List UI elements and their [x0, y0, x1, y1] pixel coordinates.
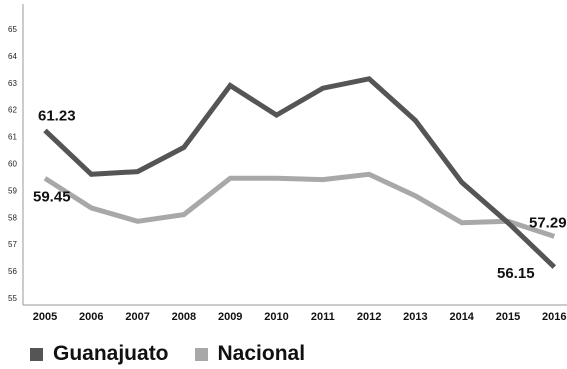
series-lines [43, 76, 557, 269]
y-tick-label: 59 [8, 186, 17, 195]
y-tick-label: 56 [8, 267, 17, 276]
x-tick-label: 2006 [79, 311, 103, 323]
data-label: 57.29 [529, 214, 567, 231]
x-tick-label: 2012 [357, 311, 381, 323]
chart-axes [22, 4, 567, 306]
y-tick-label: 55 [8, 294, 17, 303]
data-label: 59.45 [33, 188, 71, 205]
y-tick-label: 64 [8, 52, 17, 61]
x-tick-label: 2013 [403, 311, 427, 323]
legend-label-guanajuato: Guanajuato [53, 342, 169, 365]
y-tick-labels: 55 56 57 58 59 60 61 62 63 64 65 [8, 25, 17, 303]
series-line-guanajuato [43, 76, 557, 269]
legend-swatch-nacional [194, 347, 208, 361]
y-tick-label: 62 [8, 106, 17, 115]
x-tick-label: 2009 [218, 311, 242, 323]
y-tick-label: 60 [8, 160, 17, 169]
x-tick-label: 2011 [311, 311, 335, 323]
x-tick-label: 2005 [33, 311, 57, 323]
x-tick-label: 2015 [496, 311, 520, 323]
legend-label-nacional: Nacional [217, 342, 306, 365]
legend-item-guanajuato: Guanajuato [30, 342, 169, 366]
x-tick-label: 2008 [172, 311, 196, 323]
legend-item-nacional: Nacional [194, 342, 306, 366]
legend-swatch-guanajuato [30, 347, 43, 361]
series-line-nacional [43, 171, 556, 239]
data-labels: 61.23 59.45 57.29 56.15 [33, 107, 567, 282]
y-tick-label: 61 [8, 133, 17, 142]
x-tick-label: 2007 [125, 311, 149, 323]
x-tick-labels: 2005 2006 2007 2008 2009 2010 2011 2012 2013 2014… [33, 311, 567, 323]
legend: Guanajuato Nacional [30, 342, 305, 366]
data-label: 56.15 [497, 265, 535, 282]
x-tick-label: 2010 [264, 311, 288, 323]
data-label: 61.23 [38, 107, 76, 124]
y-tick-label: 65 [8, 25, 17, 34]
y-tick-label: 58 [8, 213, 17, 222]
y-tick-label: 63 [8, 79, 17, 88]
y-tick-label: 57 [8, 240, 17, 249]
x-tick-label: 2016 [542, 311, 566, 323]
x-tick-label: 2014 [449, 311, 474, 323]
